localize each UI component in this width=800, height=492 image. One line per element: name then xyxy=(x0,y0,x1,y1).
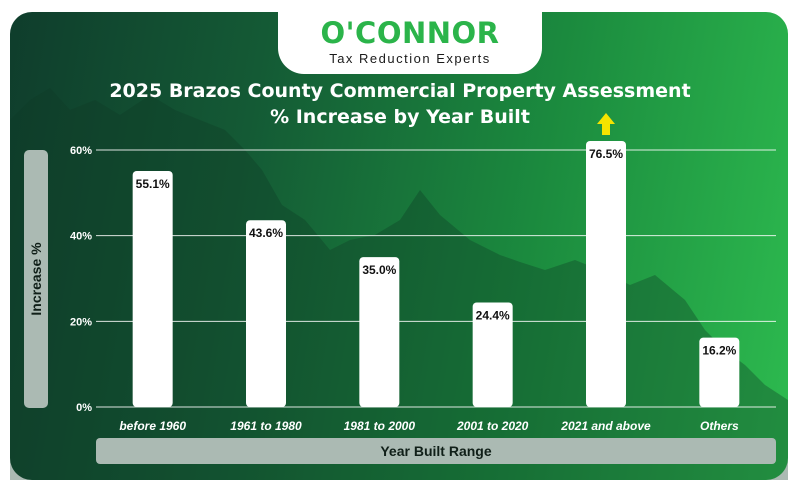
brand-logo: O'CONNOR xyxy=(320,16,500,50)
chart-subtitle: % Increase by Year Built xyxy=(270,106,530,128)
x-tick-label: Others xyxy=(700,419,739,433)
x-tick-label: 2001 to 2020 xyxy=(456,419,529,433)
bar xyxy=(246,220,286,407)
x-axis-label: Year Built Range xyxy=(380,443,492,459)
bar-value-label: 35.0% xyxy=(362,263,396,277)
chart-title: 2025 Brazos County Commercial Property A… xyxy=(109,80,691,102)
x-axis-label-box xyxy=(96,438,776,464)
x-tick-label: 1961 to 1980 xyxy=(230,419,302,433)
bar xyxy=(699,337,740,407)
bar-value-label: 76.5% xyxy=(589,147,623,161)
bar xyxy=(359,257,400,407)
bar-value-label: 16.2% xyxy=(702,344,736,358)
bar xyxy=(472,302,513,407)
x-tick-label: 2021 and above xyxy=(560,419,651,433)
brand-tagline: Tax Reduction Experts xyxy=(329,51,491,66)
y-tick-label: 20% xyxy=(70,316,92,328)
y-tick-label: 0% xyxy=(76,402,92,414)
bar xyxy=(586,141,626,407)
y-tick-label: 60% xyxy=(70,145,92,157)
y-tick-label: 40% xyxy=(70,231,92,243)
bar xyxy=(132,170,173,407)
x-tick-label: before 1960 xyxy=(119,419,186,433)
y-axis-label-box xyxy=(24,150,48,408)
bar-value-label: 55.1% xyxy=(136,177,170,191)
logo-tab: O'CONNOR Tax Reduction Experts xyxy=(278,12,542,74)
x-tick-label: 1981 to 2000 xyxy=(344,419,416,433)
bar-value-label: 43.6% xyxy=(249,226,283,240)
bar-value-label: 24.4% xyxy=(476,308,510,322)
overflow-arrow-icon xyxy=(597,113,615,135)
